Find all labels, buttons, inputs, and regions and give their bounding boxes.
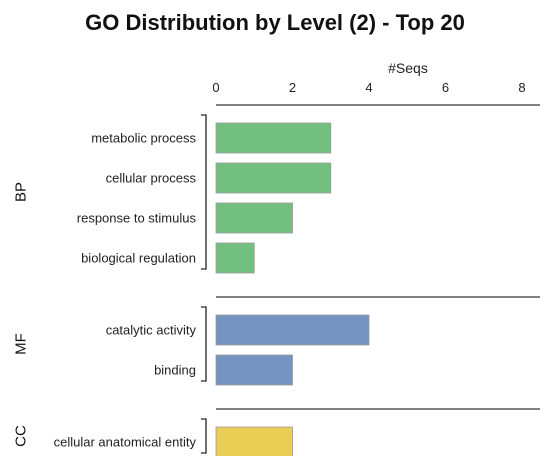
category-label: response to stimulus <box>77 211 197 226</box>
category-label: binding <box>154 363 196 378</box>
category-label: cellular anatomical entity <box>54 435 197 450</box>
bar-cellular-anatomical-entity <box>215 426 293 456</box>
bar-metabolic-process <box>215 122 332 154</box>
x-axis-ticks: 0 2 4 6 8 <box>212 80 525 95</box>
x-tick-label-4: 4 <box>365 80 372 95</box>
category-label: cellular process <box>106 171 197 186</box>
group-bracket <box>201 418 207 454</box>
bar-binding <box>215 354 293 386</box>
x-axis-label: #Seqs <box>388 60 428 76</box>
bar-response-to-stimulus <box>215 202 293 234</box>
bar-biological-regulation <box>215 242 255 274</box>
group-bracket <box>201 114 207 270</box>
bar-catalytic-activity <box>215 314 370 346</box>
category-label: metabolic process <box>91 131 196 146</box>
chart-panels: BP metabolic process cellular process respo… <box>13 104 540 456</box>
group-bp: BP metabolic process cellular process respo… <box>13 104 540 274</box>
x-tick-label-2: 2 <box>289 80 296 95</box>
group-mf: MF catalytic activity binding <box>13 296 540 386</box>
bar-cellular-process <box>215 162 332 194</box>
group-cc: CC cellular anatomical entity <box>13 408 540 456</box>
x-tick-label-8: 8 <box>518 80 525 95</box>
category-label: catalytic activity <box>106 323 197 338</box>
group-bracket <box>201 306 207 382</box>
x-tick-label-6: 6 <box>442 80 449 95</box>
group-label-bp: BP <box>13 182 30 202</box>
group-label-cc: CC <box>13 425 30 447</box>
x-tick-label-0: 0 <box>212 80 219 95</box>
chart-title: GO Distribution by Level (2) - Top 20 <box>85 10 465 35</box>
group-label-mf: MF <box>13 333 30 355</box>
category-label: biological regulation <box>81 251 196 266</box>
